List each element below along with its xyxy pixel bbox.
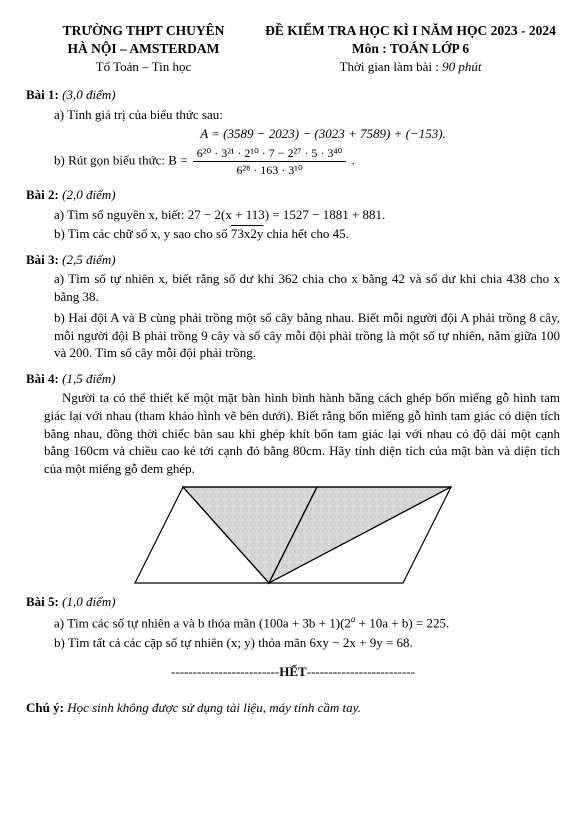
time-label: Thời gian làm bài : — [340, 59, 443, 74]
bai-1-b-post: . — [352, 152, 355, 167]
bai-3-title: Bài 3: (2,5 điểm) — [26, 251, 560, 269]
bai-3-b: b) Hai đội A và B cùng phải trồng một số… — [26, 309, 560, 362]
school-line-2: HÀ NỘI – AMSTERDAM — [26, 40, 261, 58]
bai-2-points: (2,0 điểm) — [62, 187, 115, 202]
bai-5: Bài 5: (1,0 điểm) a) Tìm các số tự nhiên… — [26, 593, 560, 651]
school-line-3: Tổ Toán – Tin học — [26, 58, 261, 76]
bai-4-diagram — [26, 485, 560, 585]
bai-1-label: Bài 1: — [26, 87, 59, 102]
bai-1: Bài 1: (3,0 điểm) a) Tính giá trị của bi… — [26, 86, 560, 178]
bai-5-a-pre: a) Tìm các số tự nhiên a và b thỏa mãn (… — [54, 615, 351, 630]
bai-4-title: Bài 4: (1,5 điểm) — [26, 370, 560, 388]
bai-2-b-overline: 73x2y — [231, 226, 264, 241]
bai-2: Bài 2: (2,0 điểm) a) Tìm số nguyên x, bi… — [26, 186, 560, 243]
title-line-1: ĐỀ KIỂM TRA HỌC KÌ I NĂM HỌC 2023 - 2024 — [261, 22, 560, 40]
bai-2-title: Bài 2: (2,0 điểm) — [26, 186, 560, 204]
bai-5-title: Bài 5: (1,0 điểm) — [26, 593, 560, 611]
header-left: TRƯỜNG THPT CHUYÊN HÀ NỘI – AMSTERDAM Tổ… — [26, 22, 261, 76]
parallelogram-figure-icon — [133, 485, 453, 585]
header-right: ĐỀ KIỂM TRA HỌC KÌ I NĂM HỌC 2023 - 2024… — [261, 22, 560, 76]
bai-5-points: (1,0 điểm) — [62, 594, 115, 609]
note-text: Học sinh không được sử dụng tài liệu, má… — [64, 700, 361, 715]
title-line-3: Thời gian làm bài : 90 phút — [261, 58, 560, 76]
time-value: 90 phút — [442, 59, 481, 74]
bai-5-a-post: + 10a + b) = 225. — [355, 615, 449, 630]
bai-5-label: Bài 5: — [26, 594, 59, 609]
bai-5-b: b) Tìm tất cả các cặp số tự nhiên (x; y)… — [26, 634, 560, 652]
bai-4-p: Người ta có thể thiết kế một mặt bàn hìn… — [26, 389, 560, 477]
bai-2-a: a) Tìm số nguyên x, biết: 27 − 2(x + 113… — [26, 206, 560, 224]
end-line: -------------------------HẾT------------… — [26, 663, 560, 681]
bai-1-b-num: 6²⁰ · 3²¹ · 2¹⁰ · 7 − 2²⁷ · 5 · 3⁴⁰ — [193, 145, 347, 162]
bai-3-a: a) Tìm số tự nhiên x, biết rằng số dư kh… — [26, 270, 560, 305]
bai-1-b-pre: b) Rút gọn biểu thức: B = — [54, 152, 191, 167]
bai-3-points: (2,5 điểm) — [62, 252, 115, 267]
note: Chú ý: Học sinh không được sử dụng tài l… — [26, 699, 560, 717]
school-line-1: TRƯỜNG THPT CHUYÊN — [26, 22, 261, 40]
bai-4-points: (1,5 điểm) — [62, 371, 115, 386]
note-label: Chú ý: — [26, 700, 64, 715]
bai-2-label: Bài 2: — [26, 187, 59, 202]
bai-1-b: b) Rút gọn biểu thức: B = 6²⁰ · 3²¹ · 2¹… — [26, 145, 560, 178]
end-label: HẾT — [279, 664, 306, 679]
bai-5-a: a) Tìm các số tự nhiên a và b thỏa mãn (… — [26, 613, 560, 632]
bai-4-label: Bài 4: — [26, 371, 59, 386]
bai-1-eq-a: A = (3589 − 2023) − (3023 + 7589) + (−15… — [200, 126, 446, 141]
title-line-2: Môn : TOÁN LỚP 6 — [261, 40, 560, 58]
bai-1-a: a) Tính giá trị của biểu thức sau: — [26, 106, 560, 124]
bai-1-b-den: 6²⁸ · 163 · 3¹⁰ — [193, 162, 347, 178]
bai-2-b-post: chia hết cho 45. — [263, 226, 349, 241]
bai-2-b: b) Tìm các chữ số x, y sao cho số 73x2y … — [26, 225, 560, 243]
bai-3-label: Bài 3: — [26, 252, 59, 267]
bai-3: Bài 3: (2,5 điểm) a) Tìm số tự nhiên x, … — [26, 251, 560, 362]
bai-1-points: (3,0 điểm) — [62, 87, 115, 102]
exam-header: TRƯỜNG THPT CHUYÊN HÀ NỘI – AMSTERDAM Tổ… — [26, 22, 560, 76]
bai-1-title: Bài 1: (3,0 điểm) — [26, 86, 560, 104]
bai-2-b-pre: b) Tìm các chữ số x, y sao cho số — [54, 226, 231, 241]
bai-1-b-fraction: 6²⁰ · 3²¹ · 2¹⁰ · 7 − 2²⁷ · 5 · 3⁴⁰ 6²⁸ … — [191, 145, 349, 178]
bai-4: Bài 4: (1,5 điểm) Người ta có thể thiết … — [26, 370, 560, 585]
